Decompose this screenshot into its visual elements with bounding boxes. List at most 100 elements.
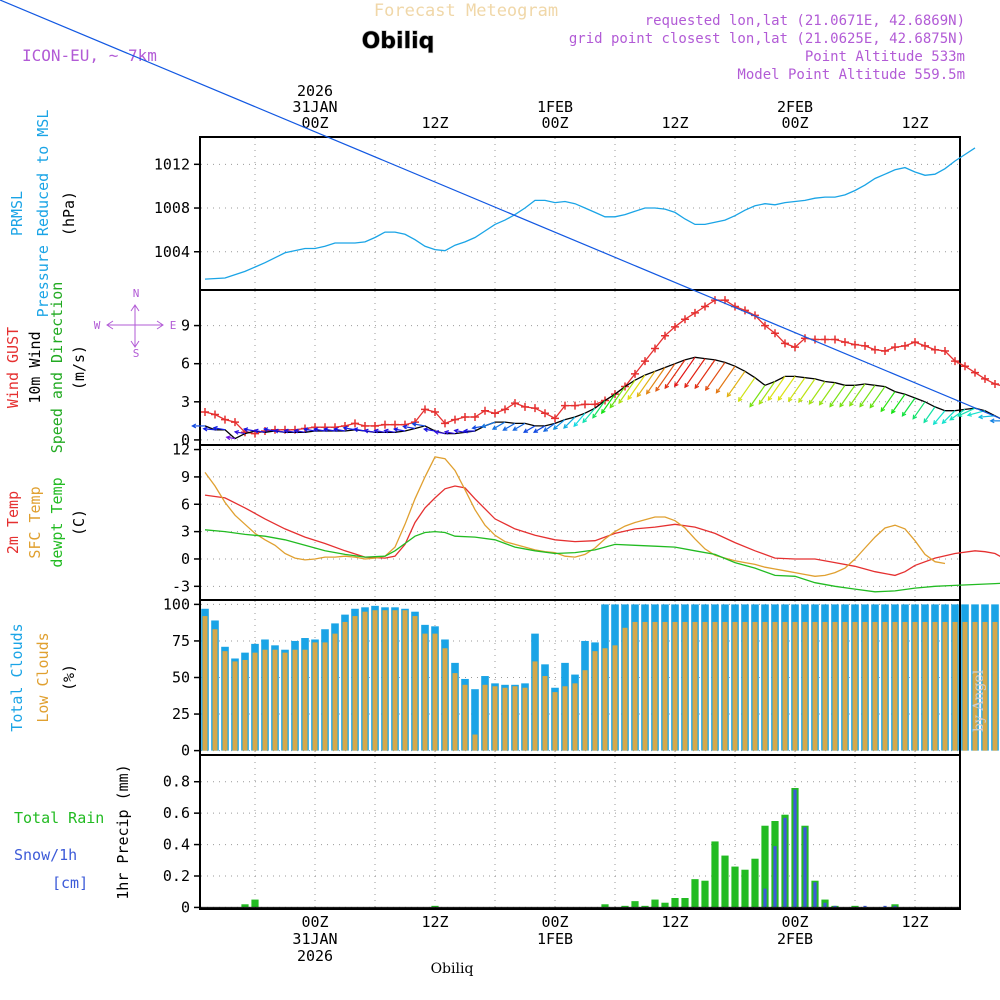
rain-bar: [651, 899, 659, 908]
compass-rose: [106, 304, 164, 348]
rain-bar: [631, 901, 639, 908]
wind-wind-arrow: [553, 419, 566, 430]
wind-axis-label: Speed and Direction: [48, 282, 66, 454]
snow-bar: [763, 888, 767, 908]
clouds-ytick-label: 0: [181, 742, 190, 760]
wind-panel: 0 3 6 9 Wind GUST 10m Wind Speed and Direction…: [0, 0, 1000, 453]
wind-gust-marker: [371, 421, 379, 430]
low-cloud-bar: [782, 621, 788, 751]
wind-gust-marker: [541, 409, 549, 418]
wind-gust-marker: [451, 415, 459, 424]
wind-wind-arrowhead: [273, 428, 279, 434]
requested-coords: requested lon,lat (21.0671E, 42.6869N): [645, 13, 965, 29]
wind-wind-arrowhead: [302, 427, 309, 433]
wind-wind-arrow: [777, 376, 796, 401]
low-cloud-bar: [642, 621, 648, 751]
low-cloud-bar: [612, 645, 618, 751]
snow-bar: [783, 817, 787, 908]
low-cloud-bar: [522, 687, 528, 751]
wind-wind-arrowhead: [859, 402, 864, 408]
wind-wind-arrowhead: [966, 412, 972, 417]
model-point-altitude: Model Point Altitude 559.5m: [737, 67, 965, 83]
rain-bar: [671, 898, 679, 908]
precip-axis-label: 1hr Precip (mm): [114, 764, 132, 899]
precip-legend-label: Total Rain: [14, 809, 104, 827]
wind-wind-arrow: [354, 428, 366, 432]
wind-gust-marker: [231, 418, 239, 427]
wind-gust-marker: [571, 401, 579, 410]
wind-wind-arrow: [880, 391, 896, 412]
rain-bar: [741, 869, 749, 908]
precip-ytick-label: 0.4: [163, 836, 190, 854]
compass-s: S: [133, 347, 140, 360]
low-cloud-bar: [412, 616, 418, 751]
bottom-time-label: 2FEB: [777, 930, 813, 948]
low-cloud-bar: [622, 627, 628, 751]
wind-wind-arrow: [304, 428, 316, 432]
wind-wind-arrowhead: [618, 398, 623, 404]
wind-wind-arrowhead: [422, 427, 429, 433]
wind-wind-arrowhead: [191, 423, 197, 429]
wind-wind-arrow: [942, 410, 956, 424]
low-cloud-bar: [532, 661, 538, 751]
low-cloud-bar: [812, 621, 818, 751]
wind-wind-arrowhead: [777, 396, 783, 402]
wind-wind-arrow: [226, 436, 236, 440]
low-cloud-bar: [672, 621, 678, 751]
low-cloud-bar: [272, 649, 278, 751]
wind-gust-marker: [551, 414, 559, 423]
wind-wind-arrow: [543, 422, 556, 432]
wind-gust-marker: [581, 400, 589, 409]
wind-gust-marker: [921, 341, 929, 350]
temperature-ytick-label: -3: [172, 577, 190, 595]
wind-gust-marker: [641, 357, 649, 366]
wind-wind-arrow: [294, 429, 306, 433]
low-cloud-bar: [282, 652, 288, 751]
wind-gust-marker: [821, 335, 829, 344]
wind-wind-arrowhead: [912, 414, 918, 420]
wind-wind-arrow: [839, 384, 856, 407]
temperature-panel: -3 0 3 6 9 12 2m Temp SFC Temp dewpt Temp (C): [4, 441, 1000, 601]
wind-wind-arrow: [324, 428, 336, 432]
wind-gust-marker: [671, 322, 679, 331]
wind-wind-arrow: [203, 428, 216, 431]
footer-location: Obiliq: [431, 961, 474, 977]
wind-wind-arrowhead: [758, 399, 764, 405]
wind-wind-arrow: [533, 425, 546, 433]
wind-wind-arrow: [674, 356, 696, 387]
wind-gust-marker: [631, 369, 639, 378]
temperature-axis-label: (C): [70, 509, 88, 536]
top-time-label: 12Z: [421, 114, 448, 132]
wind-wind-arrowhead: [767, 396, 773, 402]
temperature-ytick-label: 0: [181, 550, 190, 568]
wind-gust-marker: [211, 410, 219, 419]
wind-wind-arrowhead: [737, 397, 743, 403]
wind-wind-arrowhead: [592, 413, 597, 419]
snow-bar: [773, 846, 777, 908]
wind-wind-arrowhead: [471, 425, 477, 430]
wind-wind-arrowhead: [512, 426, 518, 431]
low-cloud-bar: [312, 642, 318, 751]
temperature-frame: [199, 444, 961, 601]
temperature-series-line: [204, 485, 1000, 577]
wind-wind-arrowhead: [411, 421, 417, 427]
wind-wind-arrowhead: [480, 423, 487, 429]
wind-wind-arrowhead: [363, 428, 369, 434]
wind-wind-arrow: [749, 384, 766, 407]
wind-wind-arrowhead: [941, 419, 947, 425]
low-cloud-bar: [262, 649, 268, 751]
rain-bar: [851, 905, 859, 908]
rain-bar: [621, 905, 629, 908]
clouds-panel: 0 25 50 75 100 Total Clouds Low Clouds (%): [8, 595, 999, 760]
clouds-ytick-label: 100: [163, 595, 190, 613]
bottom-time-label: 2026: [297, 947, 333, 965]
wind-wind-arrowhead: [402, 424, 408, 430]
wind-axis-label: (m/s): [70, 345, 88, 390]
low-cloud-bar: [652, 621, 658, 751]
wind-wind-arrow: [454, 429, 466, 433]
low-cloud-bar: [392, 610, 398, 751]
snow-bar: [813, 882, 817, 908]
wind-wind-arrowhead: [373, 428, 379, 434]
wind-axis-label: 10m Wind: [26, 331, 44, 403]
wind-gust-marker: [931, 345, 939, 354]
